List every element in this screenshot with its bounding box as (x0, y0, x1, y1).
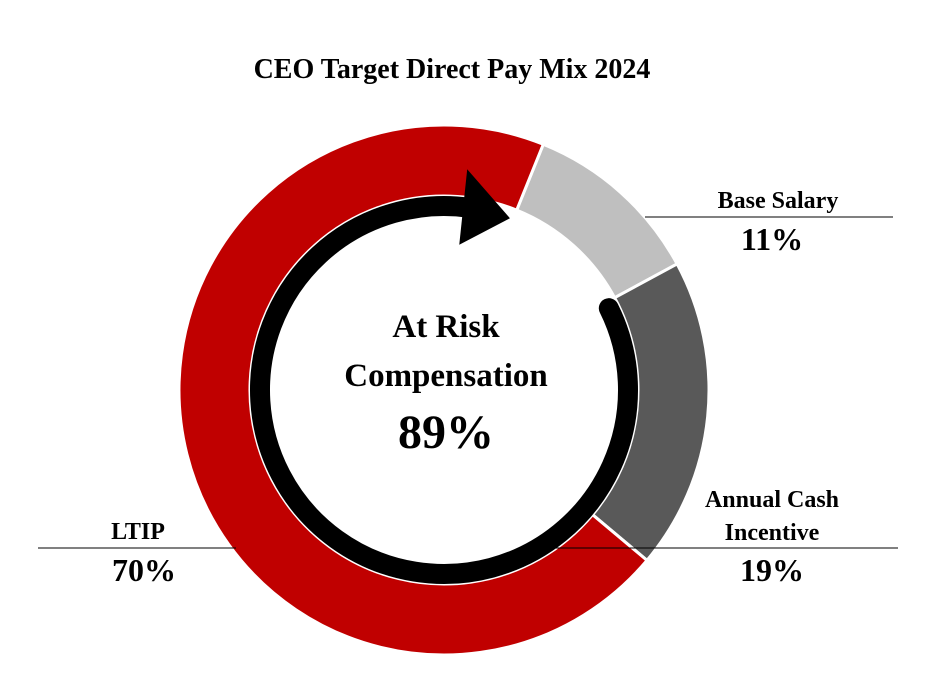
annual-cash-label-line1: Annual Cash (705, 487, 839, 513)
chart-title: CEO Target Direct Pay Mix 2024 (254, 54, 651, 85)
annual-cash-value: 19% (740, 552, 804, 588)
base-salary-value: 11% (741, 221, 803, 257)
base-salary-label: Base Salary (718, 188, 839, 214)
arrow-head-icon (459, 169, 510, 245)
donut-slice-base-salary (514, 142, 680, 300)
center-label-line1: At Risk (392, 309, 500, 345)
center-value: 89% (398, 406, 494, 459)
ltip-value: 70% (112, 552, 176, 588)
ltip-label: LTIP (111, 519, 165, 545)
at-risk-arrow-arc (250, 196, 638, 584)
annual-cash-label-line2: Incentive (725, 520, 820, 546)
donut-slices (177, 123, 711, 657)
center-label-line2: Compensation (344, 358, 548, 394)
